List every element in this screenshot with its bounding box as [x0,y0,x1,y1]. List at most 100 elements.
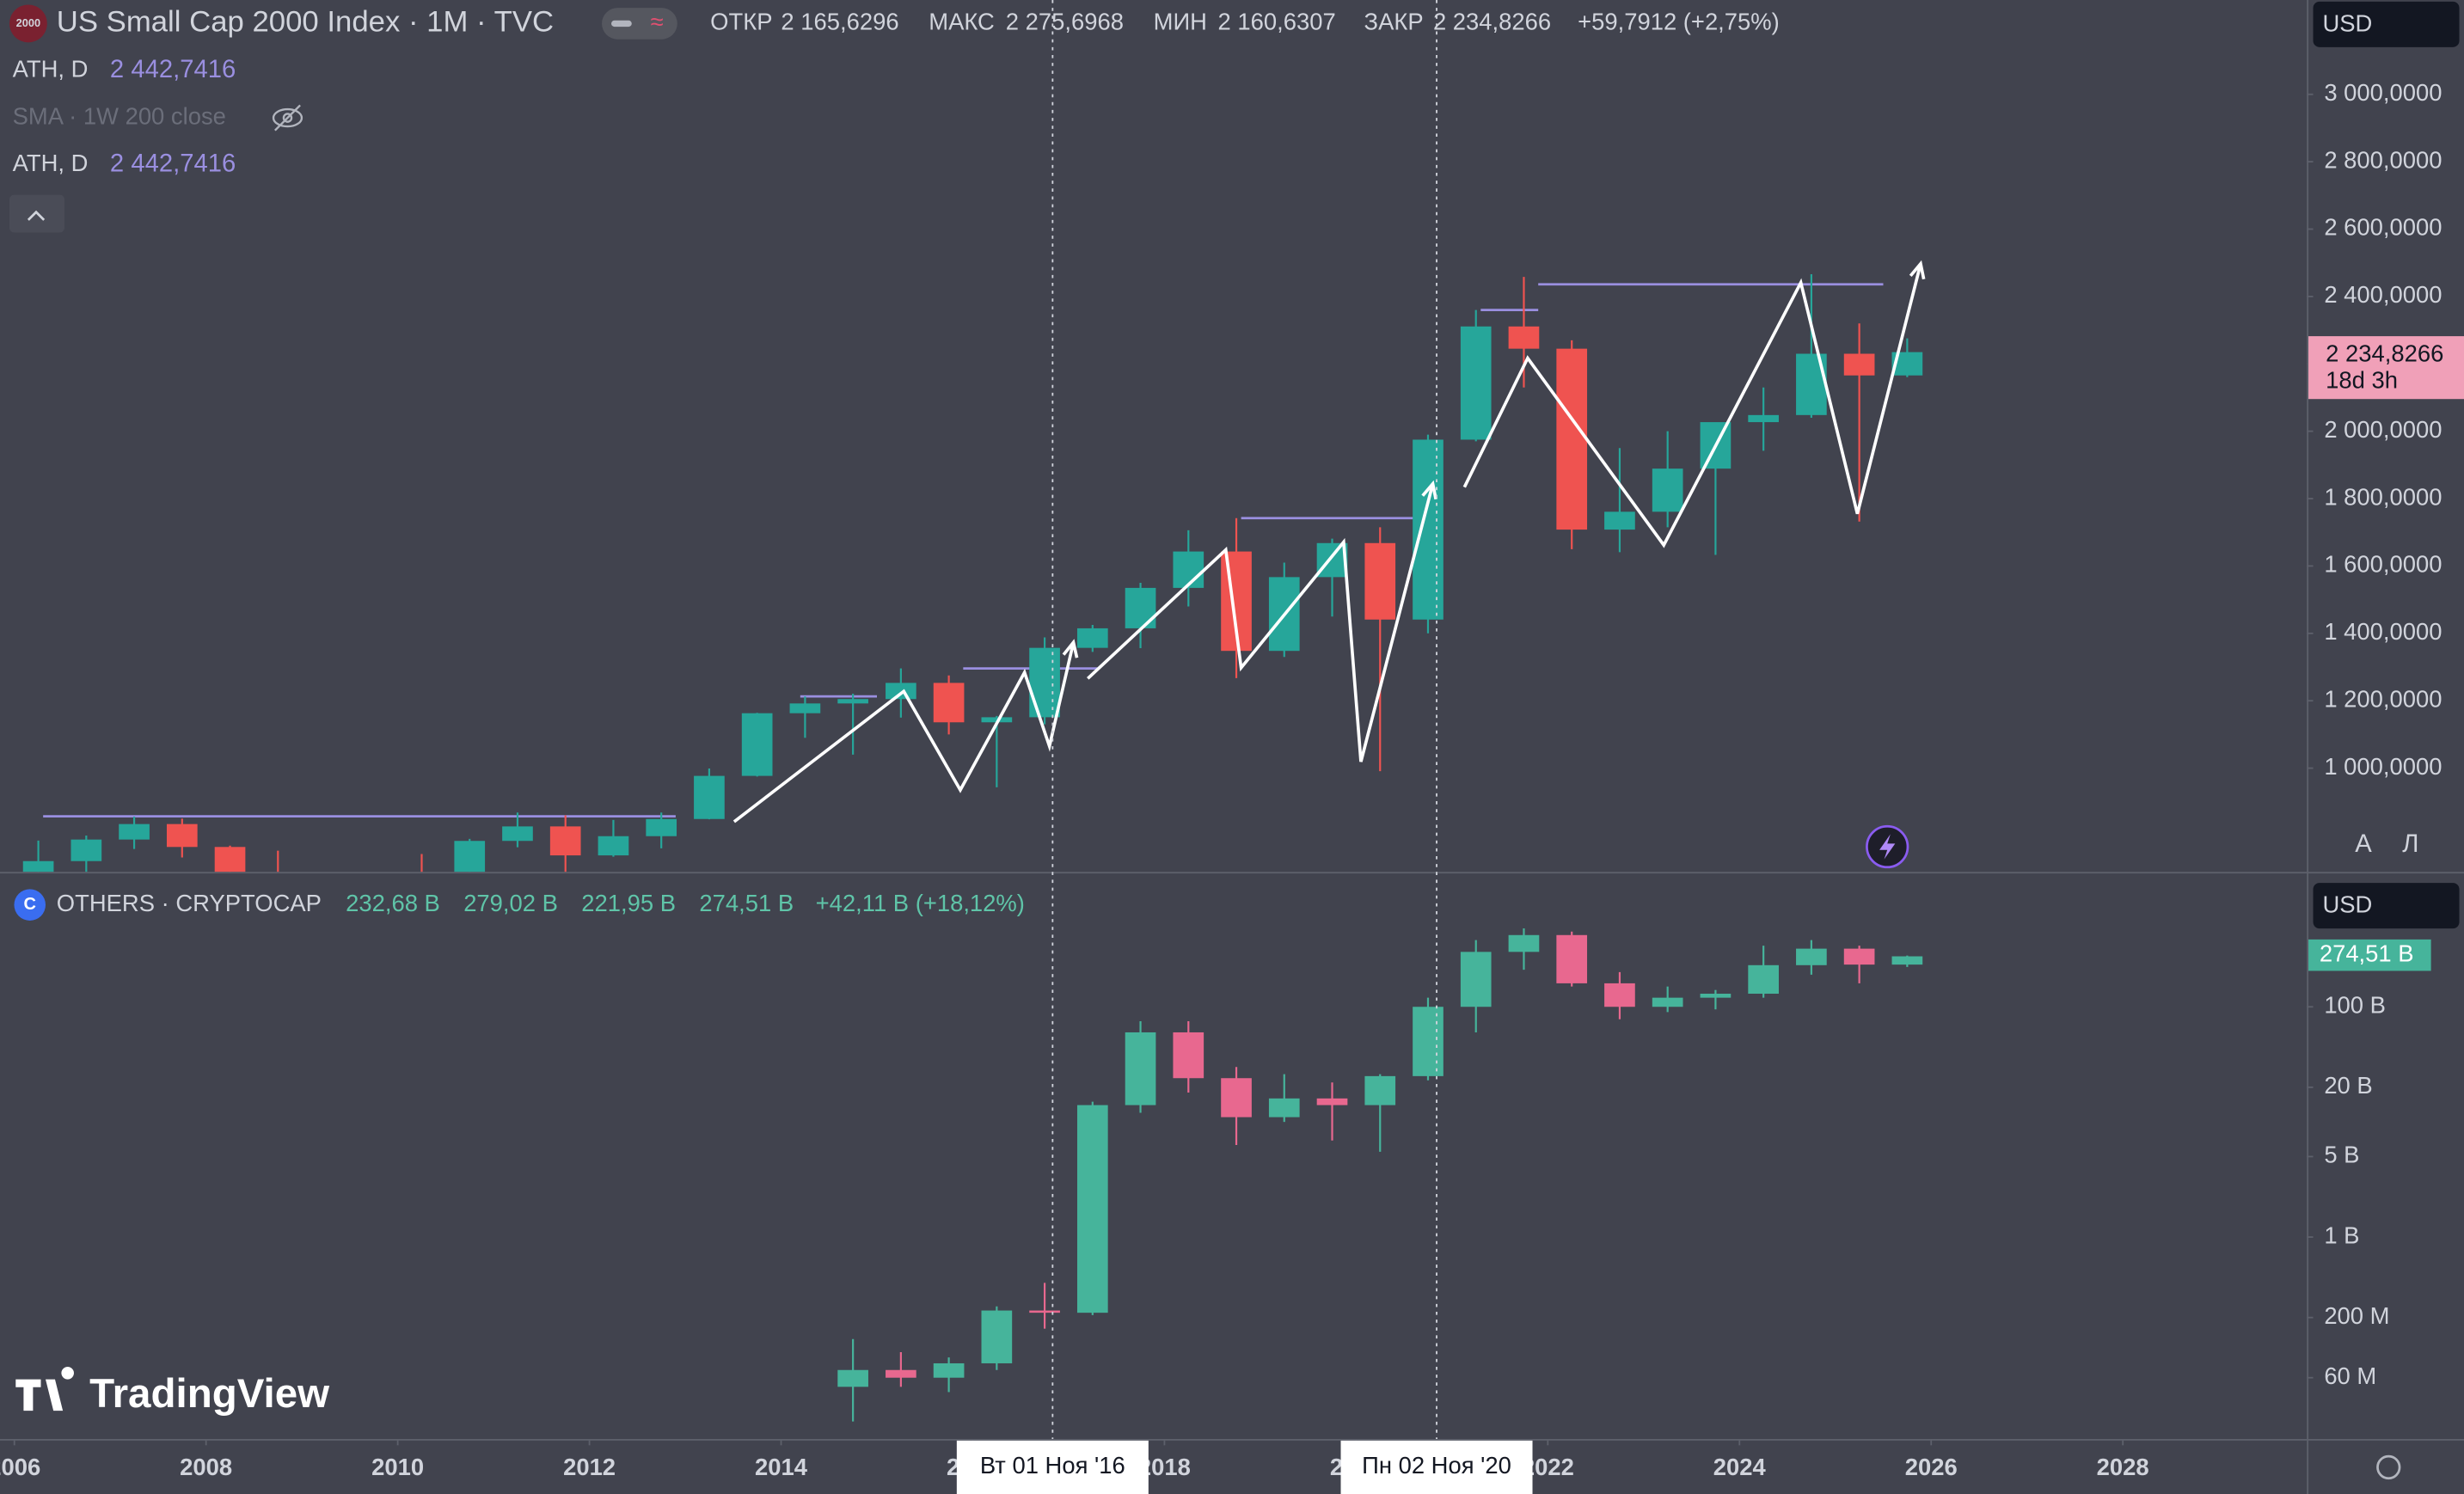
ohlc-change: +59,7912 (+2,75%) [1578,9,1780,35]
y-tick-label: 2 600,0000 [2324,214,2442,241]
y-tick-label: 200 M [2324,1302,2389,1329]
candle-body [1796,353,1827,415]
currency-select[interactable] [2313,883,2460,929]
currency-select[interactable] [2313,1,2460,47]
others-last-box [2308,939,2431,971]
brand-logo [15,1366,74,1411]
price-pane [22,260,1926,873]
candle-body [549,826,581,856]
indicator-name-hidden[interactable]: SMA · 1W 200 close [13,102,226,129]
ohlc-label: МАКС [929,9,995,35]
y-tick-label: 20 B [2324,1072,2372,1099]
candle-body [598,836,629,856]
others-value: 274,51 B [699,890,794,916]
drawing-zigzag [1087,483,1435,762]
currency-text: USD [2322,9,2372,36]
candle-body [1125,587,1156,628]
candle-body [1316,542,1348,578]
crosshair-label: Вт 01 Ноя '16 [980,1452,1125,1479]
candle-body [1843,353,1875,376]
others-icon [14,889,46,921]
indicator-name[interactable]: ATH, D [13,55,89,82]
y-tick-label: 1 400,0000 [2324,618,2442,645]
ohlc-value: 2 165,6296 [781,9,898,35]
settings-button[interactable] [2376,1454,2401,1480]
indicator-name[interactable]: ATH, D [13,150,89,176]
candle-body [1029,647,1060,718]
y-tick-label: 1 000,0000 [2324,753,2442,780]
candle-body [741,713,773,776]
candle-body [837,699,868,704]
candle-body [1652,468,1683,512]
others-value: 232,68 B [346,890,440,916]
symbol-icon [9,4,47,43]
toggle-wave: ≈ [650,9,663,35]
candle-body [1364,542,1396,620]
symbol-title[interactable]: US Small Cap 2000 Index · 1M · TVC [57,6,554,39]
indicator-value: 2 442,7416 [110,150,236,178]
others-last: 274,51 B [2320,940,2414,966]
x-tick-label: 2012 [563,1454,616,1480]
x-tick-label: 2024 [1713,1454,1767,1480]
candle-body [1364,1075,1396,1105]
lightning-icon [1879,834,1896,860]
candle-body [981,1310,1013,1363]
candle-body [933,683,965,723]
x-tick-label: 2006 [0,1454,40,1480]
candle-body [454,841,486,873]
candle-body [1316,1098,1348,1105]
others-title[interactable]: OTHERS · CRYPTOCAP [57,890,322,916]
others-change: +42,11 B (+18,12%) [816,890,1025,916]
ohlc-label: ЗАКР [1364,9,1424,35]
candle-body [1413,439,1443,620]
axes: 1 000,0000 1 200,0000 1 400,0000 1 600,0000… [0,79,2443,1480]
candle-body [1843,948,1875,965]
candle-body [1029,1310,1060,1313]
candle-body [1604,983,1635,1007]
candle-body [694,775,725,819]
candle-body [1076,628,1108,648]
drawing-arrowhead [1062,639,1079,658]
candle-body [70,839,102,861]
candle-body [1173,551,1204,588]
candle-body [1076,1105,1108,1313]
hidden-eye-icon[interactable] [272,104,303,132]
candle-body [1125,1032,1156,1105]
ohlc-label: ОТКР [710,9,772,35]
x-tick-label: 2010 [371,1454,424,1480]
y-tick-label: 1 200,0000 [2324,685,2442,712]
symbol-icon-text: 2000 [16,16,40,29]
collapse-icon [27,210,46,221]
y-tick-label: 2 400,0000 [2324,281,2442,308]
candle-body [1173,1032,1204,1079]
candle-body [1796,948,1827,965]
candle-body [1891,956,1923,965]
candle-body [22,860,54,873]
toggle[interactable] [602,8,677,40]
x-tick-label: 2028 [2097,1454,2149,1480]
x-tick-label: 2026 [1905,1454,1958,1480]
candle-body [1652,997,1683,1007]
candle-body [1221,1078,1252,1117]
candle-body [789,703,821,713]
drawing-arrowhead [1421,480,1437,500]
others-value: 221,95 B [581,890,676,916]
candle-body [886,1369,916,1378]
candle-body [1556,348,1588,530]
ohlc-value: 2 160,6307 [1218,9,1336,35]
candle-body [1460,952,1492,1007]
brand-name[interactable]: TradingView [89,1371,330,1417]
ohlc-value: 2 234,8266 [1433,9,1551,35]
candle-body [981,717,1013,723]
indicator-value: 2 442,7416 [110,56,236,83]
candle-body [119,824,150,840]
x-tick-label: 2014 [755,1454,808,1480]
y-tick-label: 2 800,0000 [2324,146,2442,173]
candle-body [502,826,533,842]
candle-body [1748,964,1779,994]
crosshair-label-box [1340,1440,1533,1494]
log-scale-button[interactable]: Л [2402,830,2418,858]
y-tick-label: 3 000,0000 [2324,79,2442,106]
drawing-zigzag [732,641,1076,824]
auto-scale-button[interactable]: A [2355,830,2372,858]
